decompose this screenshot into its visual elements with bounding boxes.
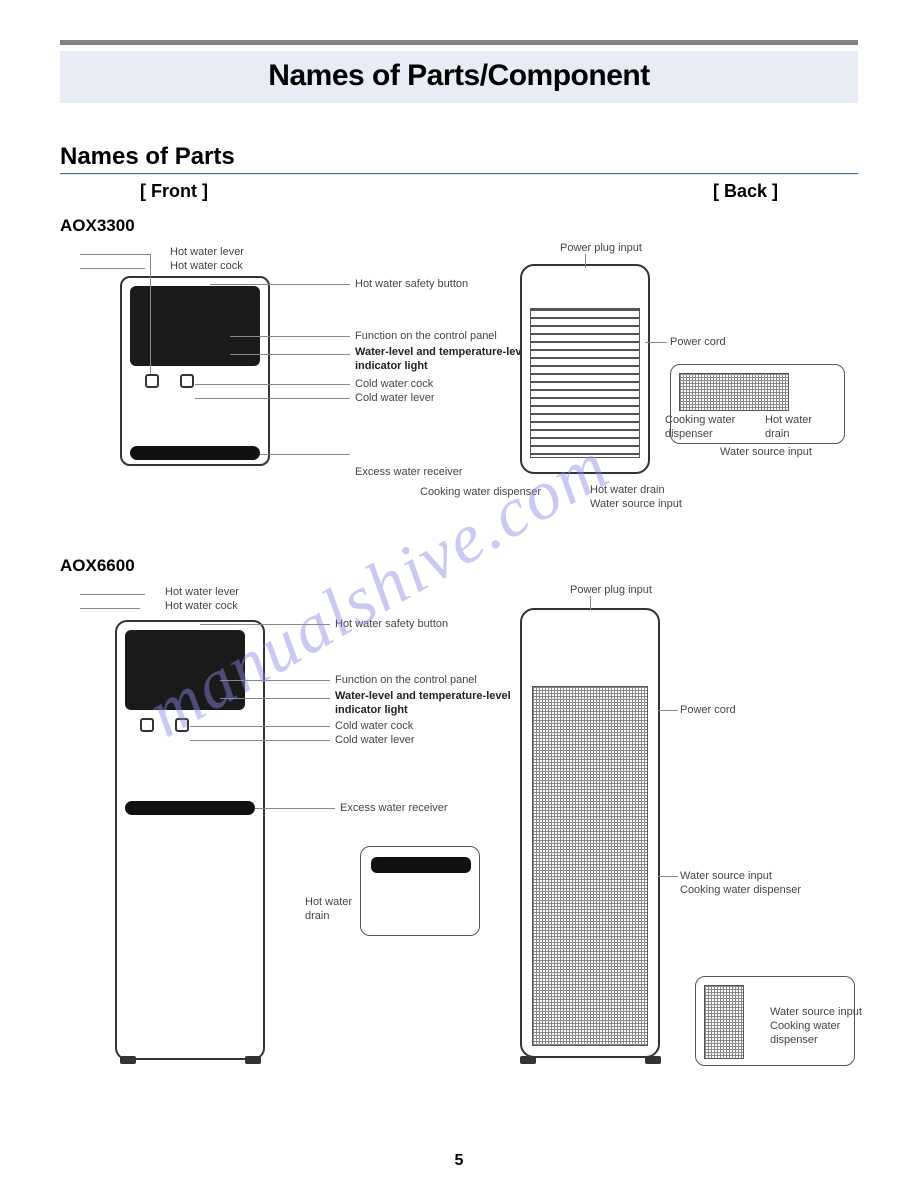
label-function: Function on the control panel [335,674,477,688]
aox6600-diagram: Hot water lever Hot water cock Hot water… [60,576,858,1076]
label-power-plug: Power plug input [570,584,652,598]
lead [190,726,330,727]
page-title: Names of Parts/Component [60,59,858,93]
aox3300-tray [130,446,260,460]
detail-grid [704,985,744,1059]
back-label: [ Back ] [713,181,778,202]
label-water-source: Water source input [680,870,772,884]
lead [220,698,330,699]
label-cold-lever: Cold water lever [355,392,434,406]
label-cold-lever: Cold water lever [335,734,414,748]
lead [255,808,335,809]
label-hot-lever: Hot water lever [165,586,239,600]
label-hot-drain: Hot water drain [765,414,812,442]
front-label: [ Front ] [140,181,208,202]
label-hot-drain-b: Hot water drain [590,484,665,498]
lead [150,254,151,374]
label-cooking-disp: Cooking water dispenser [665,414,735,442]
lead [190,740,330,741]
label-cooking: Cooking water dispenser [420,486,541,500]
detail-grid [679,373,789,411]
aox3300-coil [530,308,640,458]
label-power-cord: Power cord [680,704,736,718]
foot-icon [245,1056,261,1064]
aox3300-diagram: Hot water lever Hot water cock Hot water… [60,236,858,526]
label-water-source-b: Water source input [590,498,682,512]
model-aox6600-label: AOX6600 [60,556,858,576]
lead [230,354,350,355]
lead [220,680,330,681]
label-indicator: Water-level and temperature-level indica… [355,346,531,374]
view-header-row: [ Front ] [ Back ] [60,181,858,202]
foot-icon [645,1056,661,1064]
label-detail-cooking: Cooking water dispenser [770,1020,840,1048]
label-hot-water-cock: Hot water cock [170,260,243,274]
page-number: 5 [0,1152,918,1170]
lead [658,876,678,877]
lead [210,284,350,285]
lead [260,454,350,455]
lead [585,254,586,268]
lead [200,624,330,625]
label-excess: Excess water receiver [355,466,463,480]
label-function-panel: Function on the control panel [355,330,497,344]
lead [658,710,678,711]
label-safety-button: Hot water safety button [355,278,468,292]
label-power-cord: Power cord [670,336,726,350]
lead [195,398,350,399]
lead [195,384,350,385]
aox6600-front-detail [360,846,480,936]
label-hot-cock: Hot water cock [165,600,238,614]
title-banner: Names of Parts/Component [60,51,858,103]
manual-page: Names of Parts/Component Names of Parts … [0,0,918,1188]
section-underline [60,173,858,175]
top-rule [60,40,858,45]
hot-lever-icon [145,374,159,388]
lead [645,342,667,343]
lead [80,268,145,269]
aox6600-tray [125,801,255,815]
label-hot-water-lever: Hot water lever [170,246,244,260]
section-title: Names of Parts [60,143,858,171]
label-water-source: Water source input [720,446,812,460]
label-detail-source: Water source input [770,1006,862,1020]
lead [590,596,591,610]
label-indicator: Water-level and temperature-level indica… [335,690,511,718]
label-cold-cock: Cold water cock [335,720,413,734]
label-cooking: Cooking water dispenser [680,884,801,898]
aox6600-back-grid [532,686,648,1046]
lead [80,254,150,255]
hot-lever-icon [140,718,154,732]
label-excess: Excess water receiver [340,802,448,816]
foot-icon [120,1056,136,1064]
cold-lever-icon [175,718,189,732]
label-cold-cock: Cold water cock [355,378,433,392]
cold-lever-icon [180,374,194,388]
label-hot-drain: Hot water drain [305,896,352,924]
detail-tray [371,857,471,873]
label-safety: Hot water safety button [335,618,448,632]
lead [80,594,145,595]
lead [230,336,350,337]
model-aox3300-label: AOX3300 [60,216,858,236]
lead [80,608,140,609]
label-power-plug: Power plug input [560,242,642,256]
foot-icon [520,1056,536,1064]
